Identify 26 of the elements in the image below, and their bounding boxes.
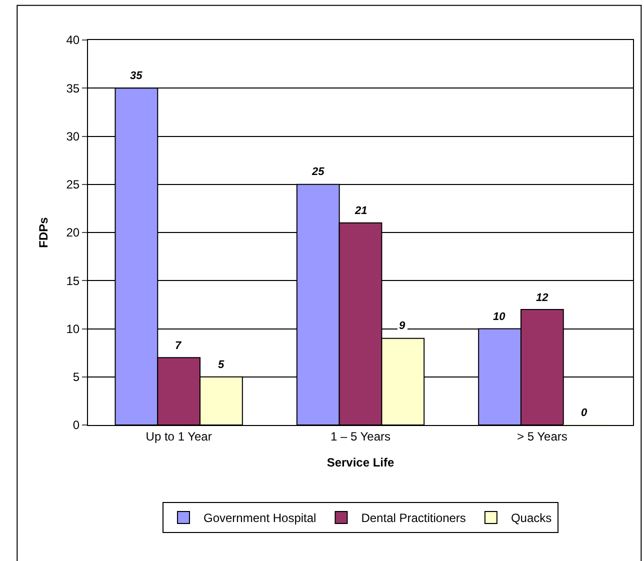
x-axis-title: Service Life (326, 455, 395, 470)
x-tick-label: Up to 1 Year (146, 429, 212, 444)
y-tick-label: 10 (66, 322, 80, 336)
legend-label: Dental Practitioners (361, 511, 466, 526)
data-label: 25 (311, 166, 326, 178)
x-tick-label: 1 – 5 Years (330, 429, 391, 444)
data-label: 0 (581, 407, 588, 419)
y-tick-label: 40 (66, 33, 80, 48)
y-tick-label: 0 (72, 418, 80, 432)
data-label: 12 (536, 292, 548, 304)
y-tick-label: 25 (66, 178, 80, 192)
legend-label: Quacks (510, 511, 552, 526)
y-tick-label: 5 (72, 370, 80, 384)
y-tick-label: 20 (66, 226, 80, 240)
data-label: 7 (175, 340, 182, 352)
y-tick-label: 15 (66, 274, 80, 288)
x-tick-label: > 5 Years (516, 429, 568, 444)
legend-label: Government Hospital (204, 511, 316, 526)
data-label: 21 (354, 205, 368, 217)
data-label: 10 (493, 311, 506, 323)
y-tick-label: 30 (66, 129, 80, 144)
data-label: 35 (130, 70, 144, 82)
data-label: 5 (218, 359, 225, 371)
y-axis-title: FDPs (36, 216, 51, 248)
data-label: 9 (399, 320, 406, 332)
y-tick-label: 35 (66, 81, 80, 96)
